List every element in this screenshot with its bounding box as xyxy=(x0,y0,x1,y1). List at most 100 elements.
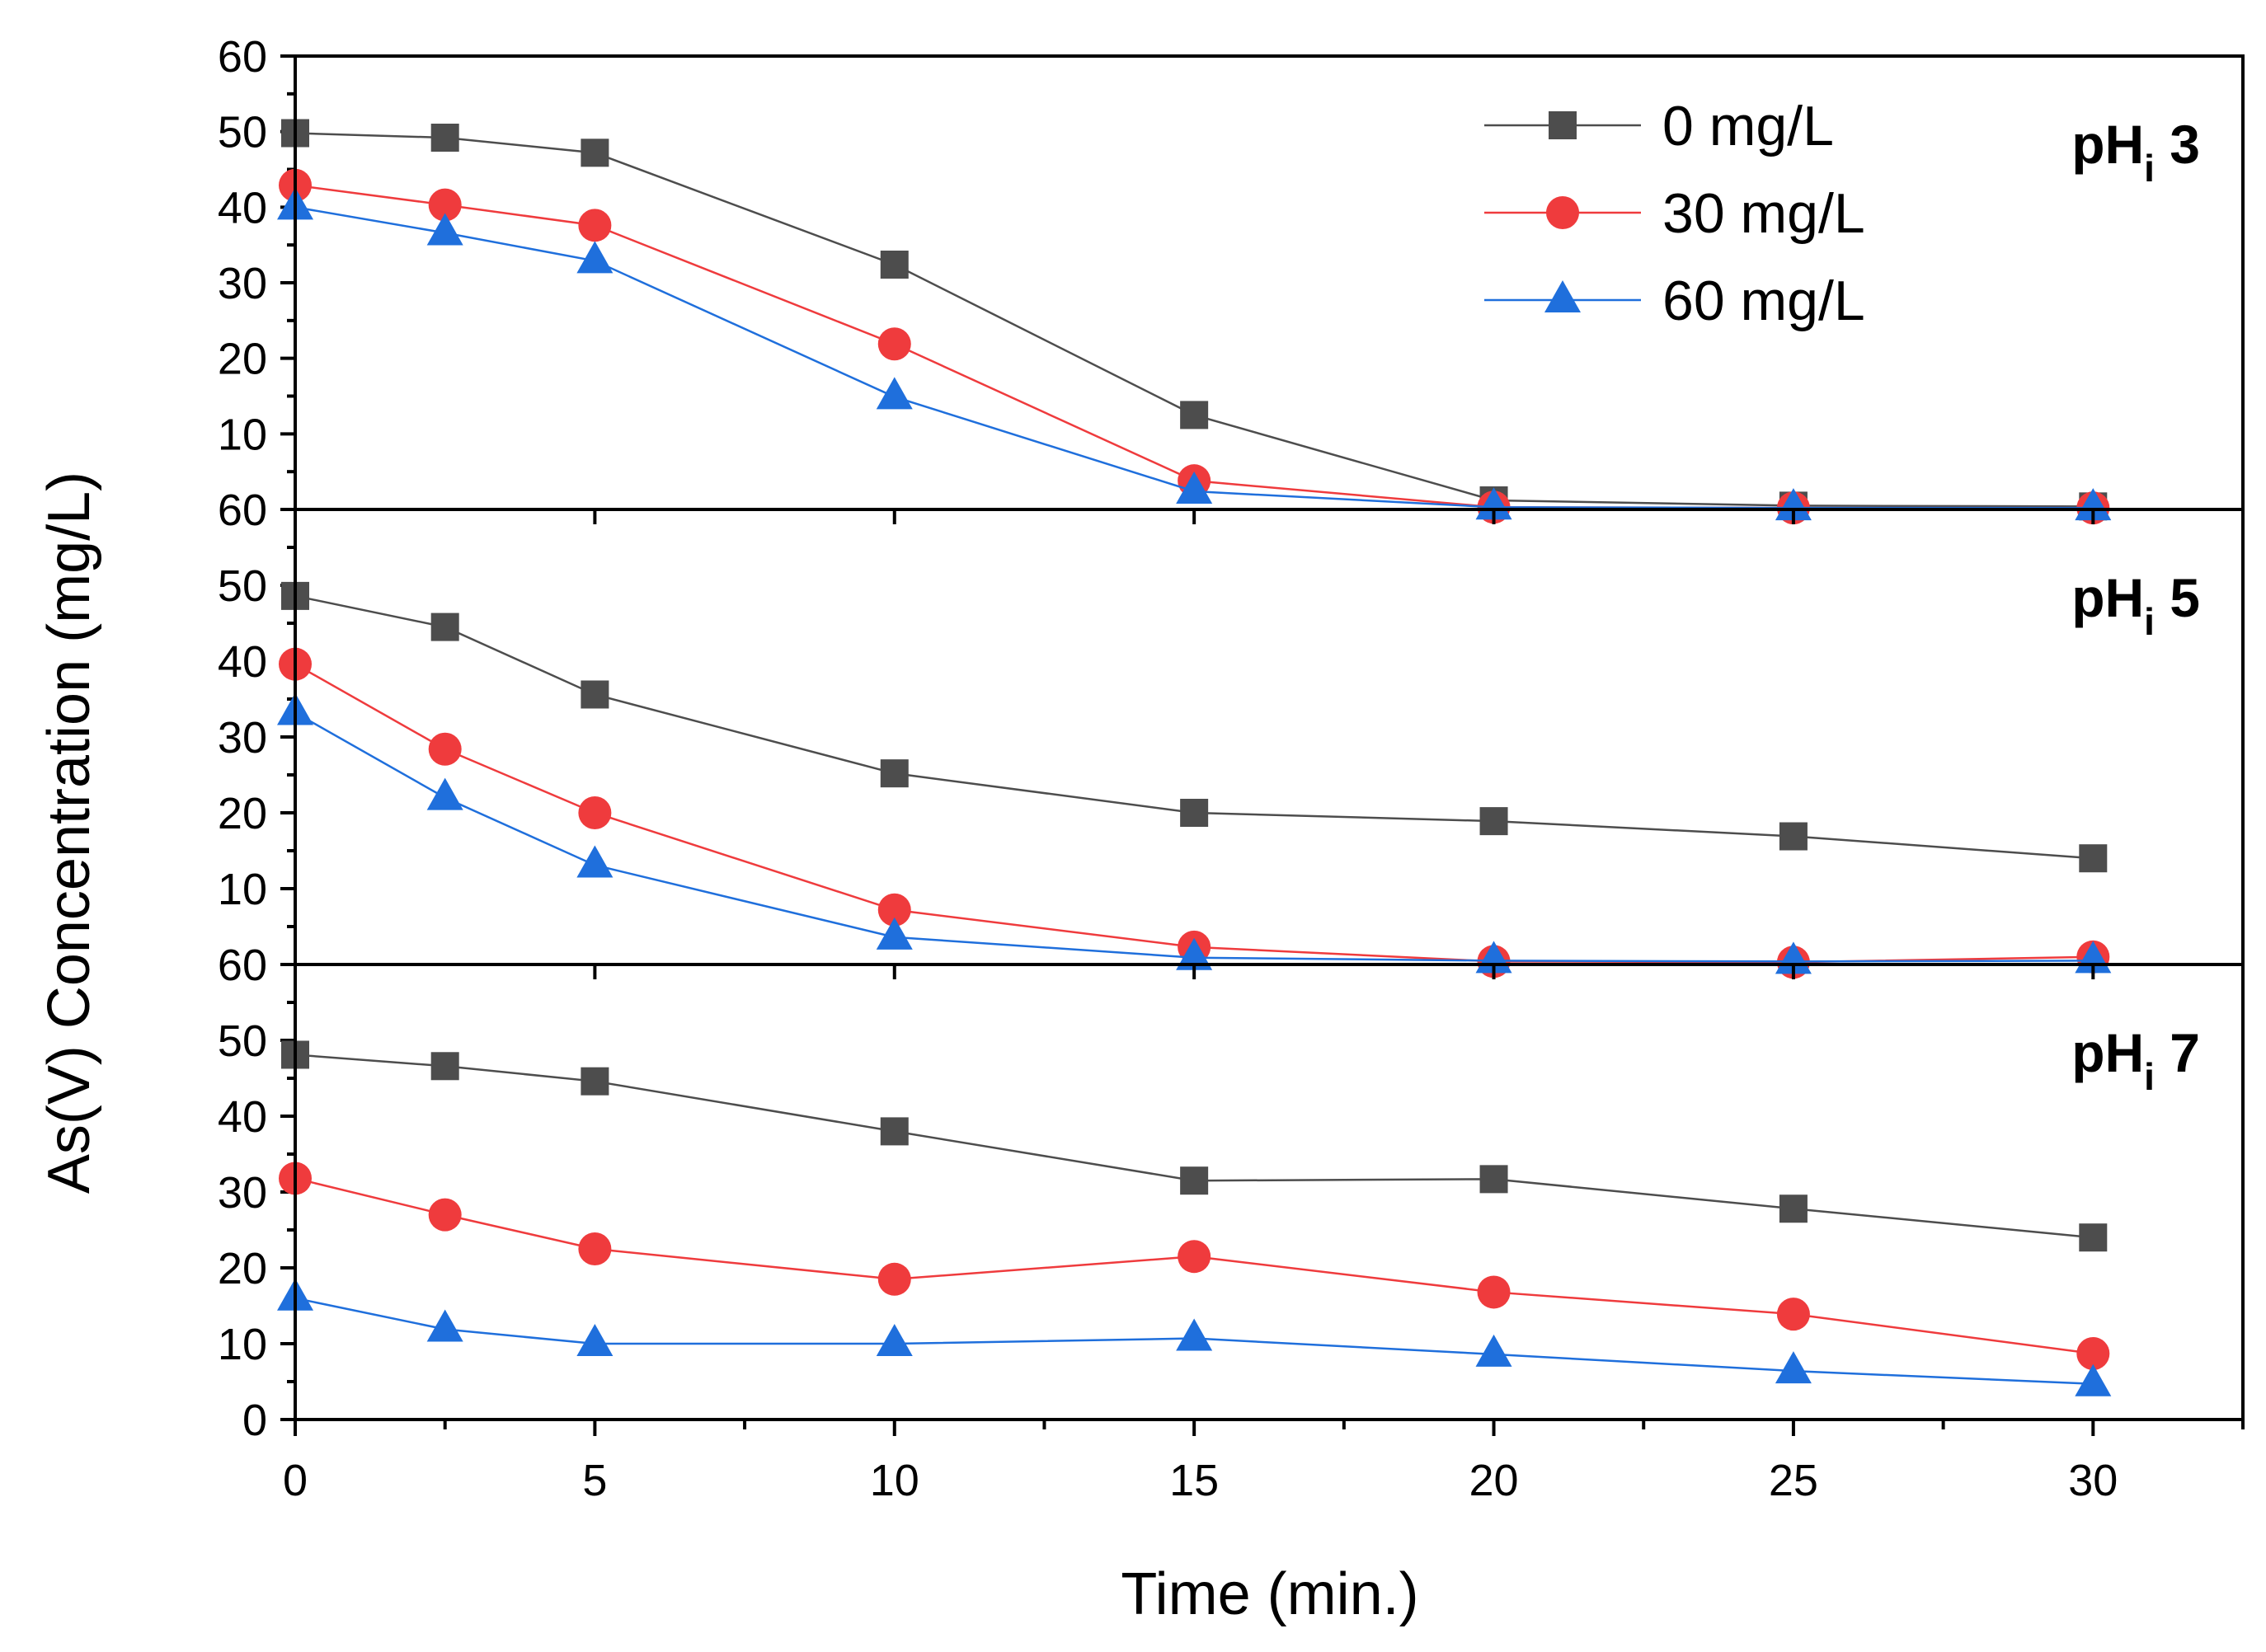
series-60mgl-point xyxy=(576,845,614,878)
y-tick-label: 60 xyxy=(218,32,267,82)
series-0mgl-point xyxy=(1180,1166,1209,1195)
series-0mgl-point xyxy=(880,1117,909,1146)
series-60mgl-point xyxy=(426,1309,463,1342)
y-tick-label: 40 xyxy=(218,637,267,687)
series-60mgl-point xyxy=(1176,1318,1213,1351)
panel-label: pHi 5 xyxy=(2071,567,2200,643)
legend-marker xyxy=(1544,280,1581,312)
series-30mgl-point xyxy=(877,327,911,361)
panel-frame xyxy=(294,963,2245,1421)
series-0mgl-line xyxy=(294,132,2094,508)
panel-label: pHi 3 xyxy=(2071,114,2200,190)
y-tick-label: 10 xyxy=(218,410,267,459)
series-0mgl-point xyxy=(880,251,909,279)
series-0mgl-point xyxy=(2079,844,2108,873)
panel-frame xyxy=(294,508,2245,966)
legend-item-series-30mgl: 30 mg/L xyxy=(1484,182,1865,245)
legend-item-series-60mgl: 60 mg/L xyxy=(1484,270,1865,332)
series-60mgl-point xyxy=(1176,472,1213,504)
series-0mgl-point xyxy=(1779,822,1808,851)
panel-2: 10 20 30 40 50 60 pHi 5 xyxy=(218,486,2245,979)
y-tick-label: 20 xyxy=(218,789,267,838)
series-60mgl-line xyxy=(294,206,2094,509)
series-60mgl-point xyxy=(576,1324,614,1356)
series-0mgl-point xyxy=(430,124,459,152)
series-0mgl-point xyxy=(581,1067,609,1096)
panel-frame xyxy=(294,54,2245,511)
y-tick-label: 10 xyxy=(218,1320,267,1369)
series-60mgl-point xyxy=(1176,937,1213,970)
y-tick-label: 20 xyxy=(218,335,267,384)
series-30mgl-point xyxy=(428,1198,462,1232)
legend-item-series-0mgl: 0 mg/L xyxy=(1484,95,1834,157)
series-60mgl-point xyxy=(1775,1351,1812,1384)
series-60mgl-point xyxy=(1775,488,1812,521)
panel-3: 0 10 20 30 40 50 60 pHi 7 xyxy=(218,941,2245,1445)
y-tick-label: 0 xyxy=(242,1396,267,1445)
y-tick-label: 50 xyxy=(218,1016,267,1066)
series-0mgl-line xyxy=(294,594,2094,860)
y-tick-label: 30 xyxy=(218,1168,267,1218)
series-30mgl-point xyxy=(1178,1240,1211,1274)
series-30mgl-point xyxy=(1477,1275,1511,1309)
y-tick-label: 30 xyxy=(218,713,267,763)
series-60mgl-point xyxy=(426,777,463,810)
legend-label: 0 mg/L xyxy=(1662,95,1834,157)
y-axis-title: As(V) Concentration (mg/L) xyxy=(36,472,102,1194)
x-tick-label: 10 xyxy=(870,1456,919,1505)
series-60mgl-point xyxy=(576,241,614,274)
series-30mgl-point xyxy=(428,188,462,222)
x-tick-label: 5 xyxy=(582,1456,607,1505)
y-tick-label: 20 xyxy=(218,1244,267,1293)
y-tick-label: 30 xyxy=(218,259,267,308)
series-0mgl-point xyxy=(1479,1165,1508,1194)
y-tick-label: 60 xyxy=(218,941,267,990)
panel-1: 10 20 30 40 50 60 pHi 3 xyxy=(218,32,2245,525)
x-tick-label: 0 xyxy=(283,1456,308,1505)
y-tick-label: 60 xyxy=(218,486,267,535)
series-0mgl-point xyxy=(430,612,459,641)
series-60mgl-line xyxy=(294,711,2094,963)
series-60mgl-point xyxy=(2075,488,2112,521)
x-tick-label: 15 xyxy=(1169,1456,1219,1505)
series-0mgl-point xyxy=(1180,401,1209,429)
series-30mgl-point xyxy=(428,732,462,766)
series-30mgl-point xyxy=(578,796,612,829)
series-60mgl-point xyxy=(876,1324,913,1356)
y-tick-label: 40 xyxy=(218,183,267,232)
y-tick-label: 10 xyxy=(218,865,267,914)
x-tick-label: 25 xyxy=(1769,1456,1818,1505)
series-0mgl-point xyxy=(1779,1194,1808,1223)
series-0mgl-point xyxy=(880,759,909,788)
y-tick-label: 50 xyxy=(218,561,267,611)
series-30mgl-point xyxy=(877,893,911,927)
series-30mgl-point xyxy=(2076,1336,2110,1370)
series-30mgl-point xyxy=(578,1232,612,1265)
series-60mgl-point xyxy=(2075,1363,2112,1396)
series-60mgl-point xyxy=(1475,487,1512,520)
y-tick-label: 50 xyxy=(218,108,267,157)
legend-label: 60 mg/L xyxy=(1662,270,1865,332)
series-30mgl-point xyxy=(1776,1298,1810,1331)
series-0mgl-point xyxy=(1180,799,1209,827)
series-0mgl-point xyxy=(581,138,609,167)
series-0mgl-point xyxy=(581,680,609,709)
series-60mgl-point xyxy=(876,377,913,410)
series-0mgl-line xyxy=(294,1054,2094,1239)
legend-label: 30 mg/L xyxy=(1662,182,1865,245)
x-axis-title: Time (min.) xyxy=(1121,1561,1418,1627)
x-tick-label: 20 xyxy=(1469,1456,1518,1505)
y-tick-label: 40 xyxy=(218,1092,267,1142)
legend-marker xyxy=(1546,196,1579,229)
series-30mgl-point xyxy=(578,209,612,242)
legend-marker xyxy=(1549,111,1577,139)
panels-layer: 10 20 30 40 50 60 pHi 3 10 20 30 40 50 60 pHi 5 0 10 20 3… xyxy=(218,32,2245,1445)
panel-label: pHi 7 xyxy=(2071,1022,2200,1098)
series-60mgl-point xyxy=(876,917,913,950)
series-0mgl-point xyxy=(1479,807,1508,836)
x-tick-label: 30 xyxy=(2068,1456,2118,1505)
series-0mgl-point xyxy=(430,1052,459,1081)
legend: 0 mg/L 30 mg/L 60 mg/L xyxy=(1484,95,1865,332)
series-60mgl-point xyxy=(1475,1334,1512,1367)
